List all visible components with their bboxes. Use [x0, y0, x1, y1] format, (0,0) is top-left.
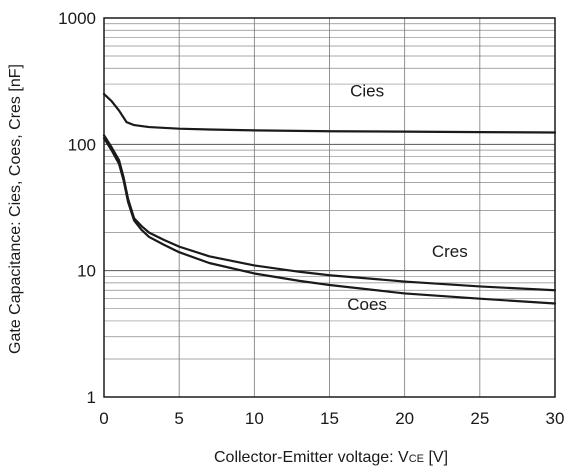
x-tick-label: 30	[546, 409, 564, 428]
x-tick-label: 10	[245, 409, 264, 428]
x-tick-label: 15	[320, 409, 339, 428]
y-axis-label: Gate Capacitance: Cies, Coes, Cres [nF]	[7, 64, 24, 354]
x-axis-label: Collector-Emitter voltage: VCE [V]	[214, 449, 448, 466]
y-tick-label: 10	[77, 262, 96, 281]
plot-frame	[103, 17, 556, 398]
series-label-coes: Coes	[347, 295, 387, 314]
series-label-cies: Cies	[350, 81, 384, 100]
y-tick-labels: 1 10 100 1000	[58, 9, 96, 407]
series-line-cies	[102, 92, 557, 134]
y-tick-label: 1	[87, 388, 96, 407]
series-layer	[102, 92, 557, 305]
series-line-coes	[102, 137, 557, 305]
grid	[104, 18, 555, 397]
y-tick-label: 1000	[58, 9, 96, 28]
x-tick-label: 20	[395, 409, 414, 428]
series-label-cres: Cres	[432, 242, 468, 261]
series-labels: Cies Cres Coes	[347, 81, 467, 314]
x-tick-label: 25	[470, 409, 489, 428]
x-tick-label: 0	[99, 409, 108, 428]
x-tick-label: 5	[174, 409, 183, 428]
y-tick-label: 100	[68, 135, 96, 154]
x-tick-labels: 0 5 10 15 20 25 30	[99, 409, 564, 428]
